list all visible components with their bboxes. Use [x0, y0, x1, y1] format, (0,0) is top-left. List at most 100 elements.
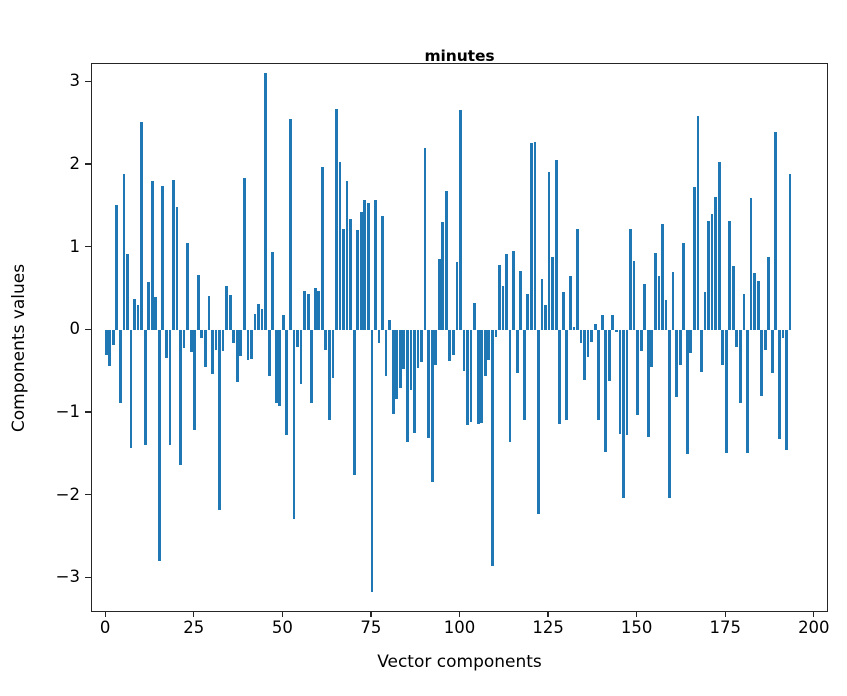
bar: [111, 330, 115, 346]
bar: [629, 229, 632, 331]
bar: [317, 290, 321, 331]
bar: [501, 285, 505, 331]
bar: [150, 181, 154, 331]
bar: [522, 330, 526, 421]
bar: [646, 330, 650, 437]
bar: [175, 207, 179, 331]
bar: [356, 230, 360, 331]
bar: [250, 330, 253, 360]
bar: [296, 330, 299, 347]
bar: [228, 294, 232, 331]
y-tick-mark: [85, 493, 91, 496]
bar: [448, 330, 452, 361]
y-tick-mark: [85, 576, 91, 578]
bar: [165, 330, 168, 359]
bar: [505, 254, 508, 331]
bar: [335, 108, 338, 331]
bar: [430, 330, 434, 483]
bar: [678, 330, 682, 365]
bar: [221, 330, 225, 351]
x-tick-label: 75: [360, 618, 382, 637]
bar: [561, 292, 565, 331]
x-tick-mark: [724, 611, 726, 617]
bar: [685, 330, 689, 455]
x-tick-label: 175: [709, 618, 741, 637]
bar: [242, 178, 246, 331]
bar: [398, 330, 402, 389]
bar: [413, 330, 416, 433]
bar: [724, 330, 728, 453]
bar: [384, 330, 388, 376]
bar: [126, 254, 129, 331]
bar: [710, 213, 714, 331]
bar: [143, 330, 147, 446]
bar: [781, 330, 785, 338]
bar: [611, 315, 615, 331]
bar: [118, 330, 122, 403]
y-tick-mark: [85, 245, 91, 248]
bar: [342, 228, 345, 331]
bar: [547, 172, 551, 331]
bar: [700, 330, 703, 373]
bar: [235, 330, 239, 383]
bar: [452, 330, 455, 356]
y-tick-label: 2: [69, 153, 81, 173]
bar: [714, 197, 717, 331]
bar: [487, 330, 491, 360]
x-tick-mark: [281, 611, 283, 617]
bar: [157, 330, 161, 561]
bar: [788, 173, 792, 331]
bar: [115, 204, 119, 331]
y-tick-mark: [85, 163, 91, 165]
bar: [519, 270, 523, 331]
bar: [657, 275, 661, 331]
bar: [338, 161, 342, 331]
bar: [253, 313, 257, 331]
bar: [239, 330, 243, 356]
bar: [760, 330, 764, 397]
bar: [204, 330, 207, 368]
bar: [246, 330, 250, 360]
bar: [778, 330, 781, 440]
bar: [129, 330, 133, 449]
bar: [434, 330, 438, 365]
bar: [774, 131, 778, 331]
bar: [391, 330, 395, 414]
bar: [565, 330, 569, 420]
x-tick-label: 200: [798, 618, 830, 637]
bar: [359, 211, 363, 331]
bar: [675, 330, 678, 398]
bar: [260, 308, 264, 331]
bar: [494, 330, 498, 337]
y-tick-label: −2: [55, 484, 80, 504]
bar: [739, 330, 742, 403]
bar: [512, 250, 516, 331]
bar: [168, 330, 172, 446]
bar: [189, 330, 193, 352]
bar: [537, 330, 540, 514]
bar: [607, 330, 611, 381]
bar: [515, 330, 519, 374]
bar: [207, 296, 211, 331]
x-tick-label: 150: [620, 618, 653, 637]
bar: [225, 285, 228, 331]
bar: [459, 110, 462, 331]
bar: [179, 330, 182, 465]
bar: [785, 330, 788, 451]
bar: [182, 330, 186, 348]
bar: [590, 330, 593, 342]
bar: [366, 202, 370, 331]
bar: [172, 179, 175, 331]
bar: [731, 265, 735, 331]
bar: [377, 330, 381, 343]
bar: [133, 298, 136, 331]
bar: [374, 199, 377, 331]
bar: [193, 330, 197, 431]
bar: [200, 330, 204, 339]
bar: [214, 330, 218, 351]
bar: [420, 330, 423, 362]
bar: [306, 293, 310, 331]
bar: [650, 330, 654, 368]
y-tick-mark: [85, 411, 91, 413]
bar: [444, 190, 448, 331]
